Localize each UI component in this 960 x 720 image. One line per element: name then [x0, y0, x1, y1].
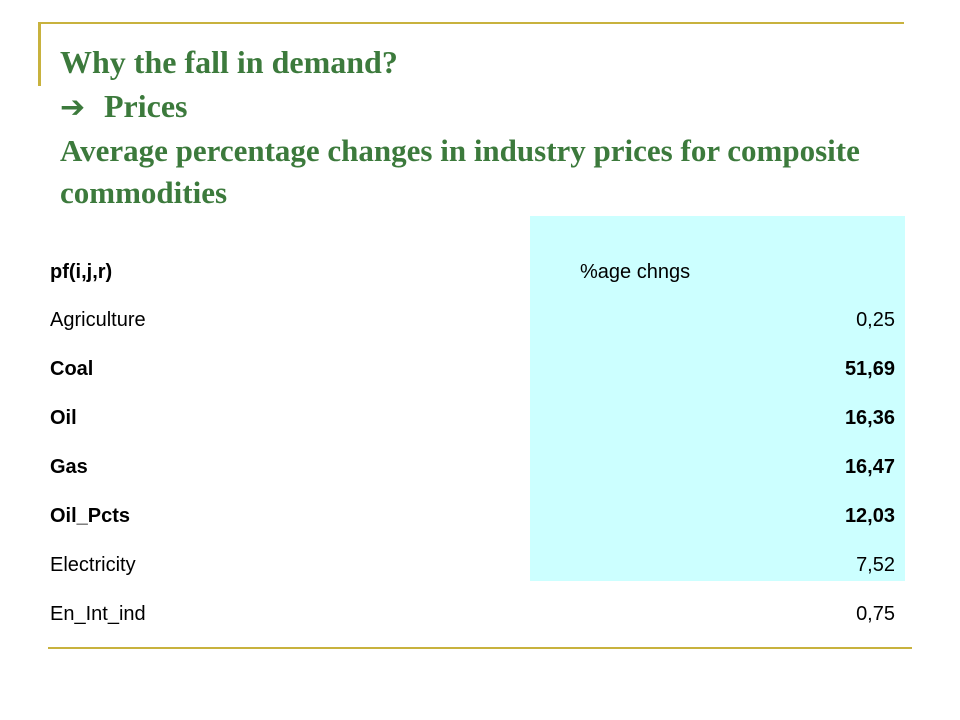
- percent-change-value: 16,36: [844, 407, 895, 429]
- table-row: Electricity 7,52: [50, 541, 895, 590]
- table-row: Coal 51,69: [50, 345, 895, 394]
- left-rule: [38, 22, 41, 86]
- value-column-highlight: [530, 216, 905, 581]
- table-row: En_Int_ind 0,75: [50, 590, 895, 639]
- commodity-name: Oil_Pcts: [50, 505, 131, 527]
- table-row: Agriculture 0,25: [50, 296, 895, 345]
- right-arrow-icon: ➔: [60, 90, 86, 125]
- table-row: Oil 16,36: [50, 394, 895, 443]
- title-prices: Prices: [104, 88, 188, 124]
- commodity-name: Coal: [50, 358, 94, 380]
- slide-subtitle: Average percentage changes in industry p…: [60, 133, 860, 210]
- table-row: Gas 16,47: [50, 443, 895, 492]
- commodity-name: Gas: [50, 456, 88, 478]
- percent-change-value: 7,52: [856, 554, 895, 576]
- title-line-1: Why the fall in demand?: [60, 44, 398, 80]
- percent-change-value: 0,75: [856, 603, 895, 625]
- commodity-name: Agriculture: [50, 309, 146, 331]
- column-header-label: %age chngs: [580, 261, 691, 283]
- table-row: Oil_Pcts 12,03: [50, 492, 895, 541]
- price-change-table: pf(i,j,r) %age chngs Agriculture 0,25 Co…: [50, 248, 895, 639]
- commodity-name: Oil: [50, 407, 77, 429]
- percent-change-value: 51,69: [844, 358, 895, 380]
- percent-change-value: 0,25: [856, 309, 895, 331]
- slide-title: Why the fall in demand? ➔ Prices Average …: [60, 40, 920, 214]
- table-header-row: pf(i,j,r) %age chngs: [50, 248, 895, 296]
- top-rule: [40, 22, 904, 24]
- percent-change-value: 12,03: [844, 505, 895, 527]
- commodity-name: En_Int_ind: [50, 603, 146, 625]
- title-line-2: ➔ Prices: [60, 84, 920, 130]
- percent-change-value: 16,47: [844, 456, 895, 478]
- row-header-label: pf(i,j,r): [50, 261, 113, 283]
- bottom-rule: [48, 647, 912, 649]
- commodity-name: Electricity: [50, 554, 136, 576]
